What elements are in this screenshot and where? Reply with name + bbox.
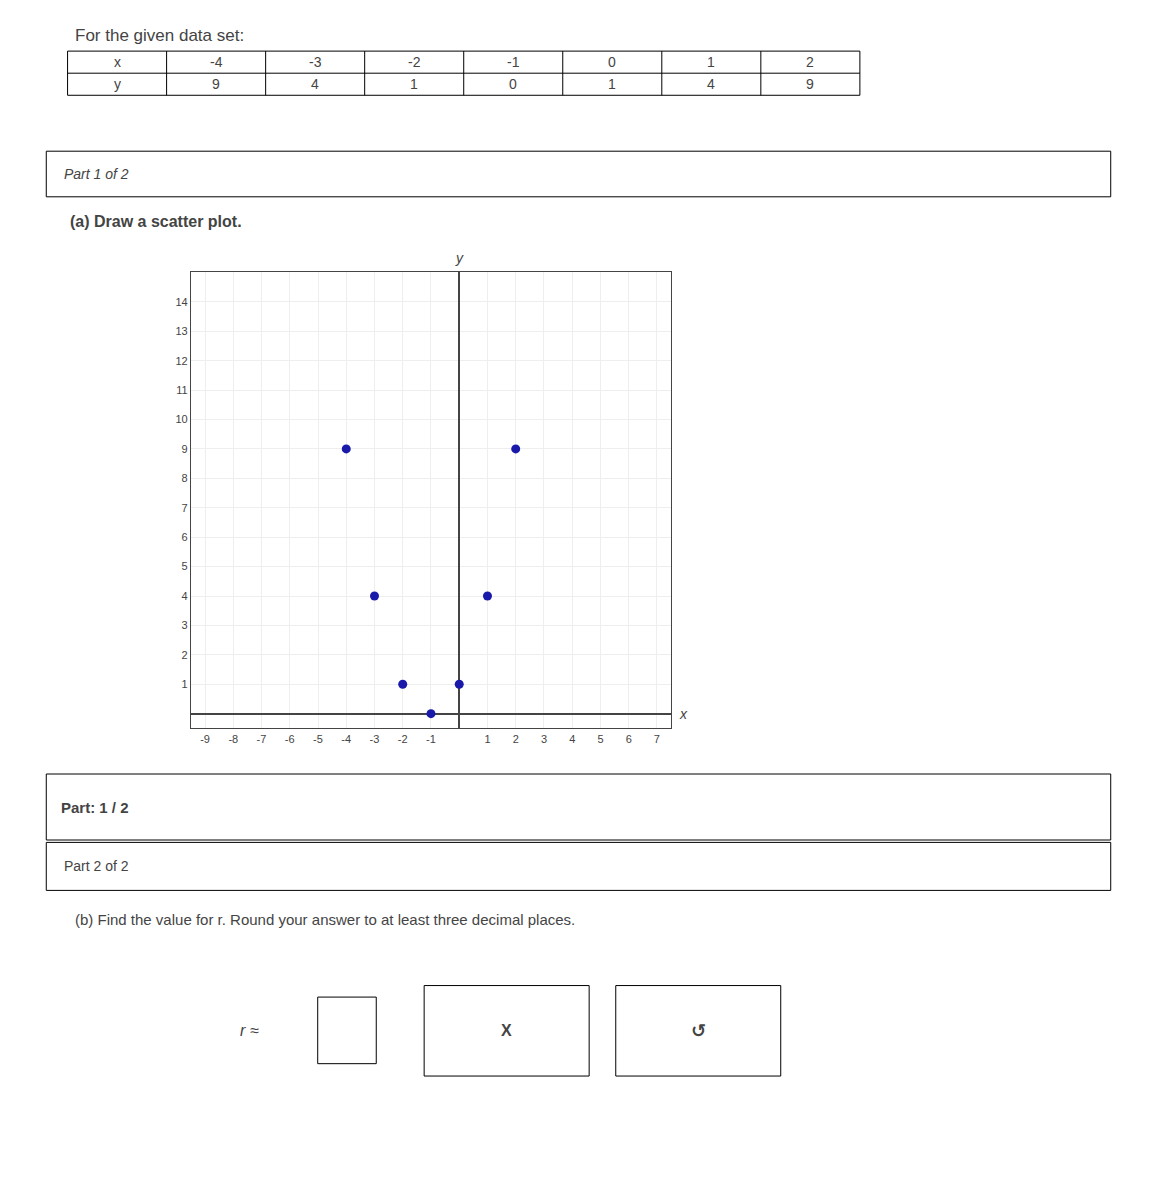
svg-text:-2: -2 [408,54,421,70]
svg-text:r ≈: r ≈ [240,1022,259,1039]
svg-text:For the given data set:: For the given data set: [75,26,244,45]
svg-text:7: 7 [182,502,188,514]
svg-text:-3: -3 [309,54,322,70]
svg-text:2: 2 [806,54,814,70]
svg-text:6: 6 [626,733,632,745]
svg-text:Part: 1 / 2: Part: 1 / 2 [61,799,129,816]
svg-text:-1: -1 [507,54,520,70]
svg-text:10: 10 [175,413,187,425]
svg-text:9: 9 [212,76,220,92]
svg-text:5: 5 [182,560,188,572]
svg-text:3: 3 [182,619,188,631]
svg-text:4: 4 [182,590,188,602]
svg-text:2: 2 [182,649,188,661]
svg-text:8: 8 [182,472,188,484]
svg-text:-9: -9 [200,733,210,745]
svg-text:x: x [114,54,121,70]
svg-text:7: 7 [654,733,660,745]
svg-text:14: 14 [175,296,187,308]
svg-text:11: 11 [176,384,187,396]
svg-text:12: 12 [175,355,187,367]
svg-text:1: 1 [608,76,616,92]
svg-text:4: 4 [707,76,715,92]
svg-text:-1: -1 [426,733,436,745]
svg-text:1: 1 [182,678,188,690]
svg-text:9: 9 [182,443,188,455]
svg-text:y: y [114,76,121,92]
svg-text:3: 3 [541,733,547,745]
svg-text:-4: -4 [341,733,351,745]
svg-text:-2: -2 [398,733,408,745]
svg-text:-6: -6 [285,733,295,745]
svg-text:(a) Draw a scatter plot.: (a) Draw a scatter plot. [70,213,242,230]
svg-text:0: 0 [509,76,517,92]
svg-text:6: 6 [182,531,188,543]
svg-text:9: 9 [806,76,814,92]
svg-text:13: 13 [175,325,187,337]
svg-text:X: X [501,1022,512,1039]
svg-text:5: 5 [597,733,603,745]
svg-text:-7: -7 [257,733,267,745]
svg-text:2: 2 [513,733,519,745]
svg-text:-4: -4 [210,54,223,70]
svg-text:-8: -8 [228,733,238,745]
svg-text:y: y [455,250,464,266]
svg-text:-5: -5 [313,733,323,745]
svg-text:↺: ↺ [691,1021,706,1041]
svg-text:-3: -3 [370,733,380,745]
svg-text:Part 2 of 2: Part 2 of 2 [64,858,129,874]
svg-text:4: 4 [569,733,575,745]
svg-text:1: 1 [484,733,490,745]
svg-text:4: 4 [311,76,319,92]
svg-text:x: x [679,706,688,722]
svg-text:1: 1 [707,54,715,70]
svg-text:(b) Find the value for r. Roun: (b) Find the value for r. Round your ans… [75,911,575,928]
svg-text:1: 1 [410,76,418,92]
svg-text:0: 0 [608,54,616,70]
svg-text:Part 1 of 2: Part 1 of 2 [64,166,129,182]
